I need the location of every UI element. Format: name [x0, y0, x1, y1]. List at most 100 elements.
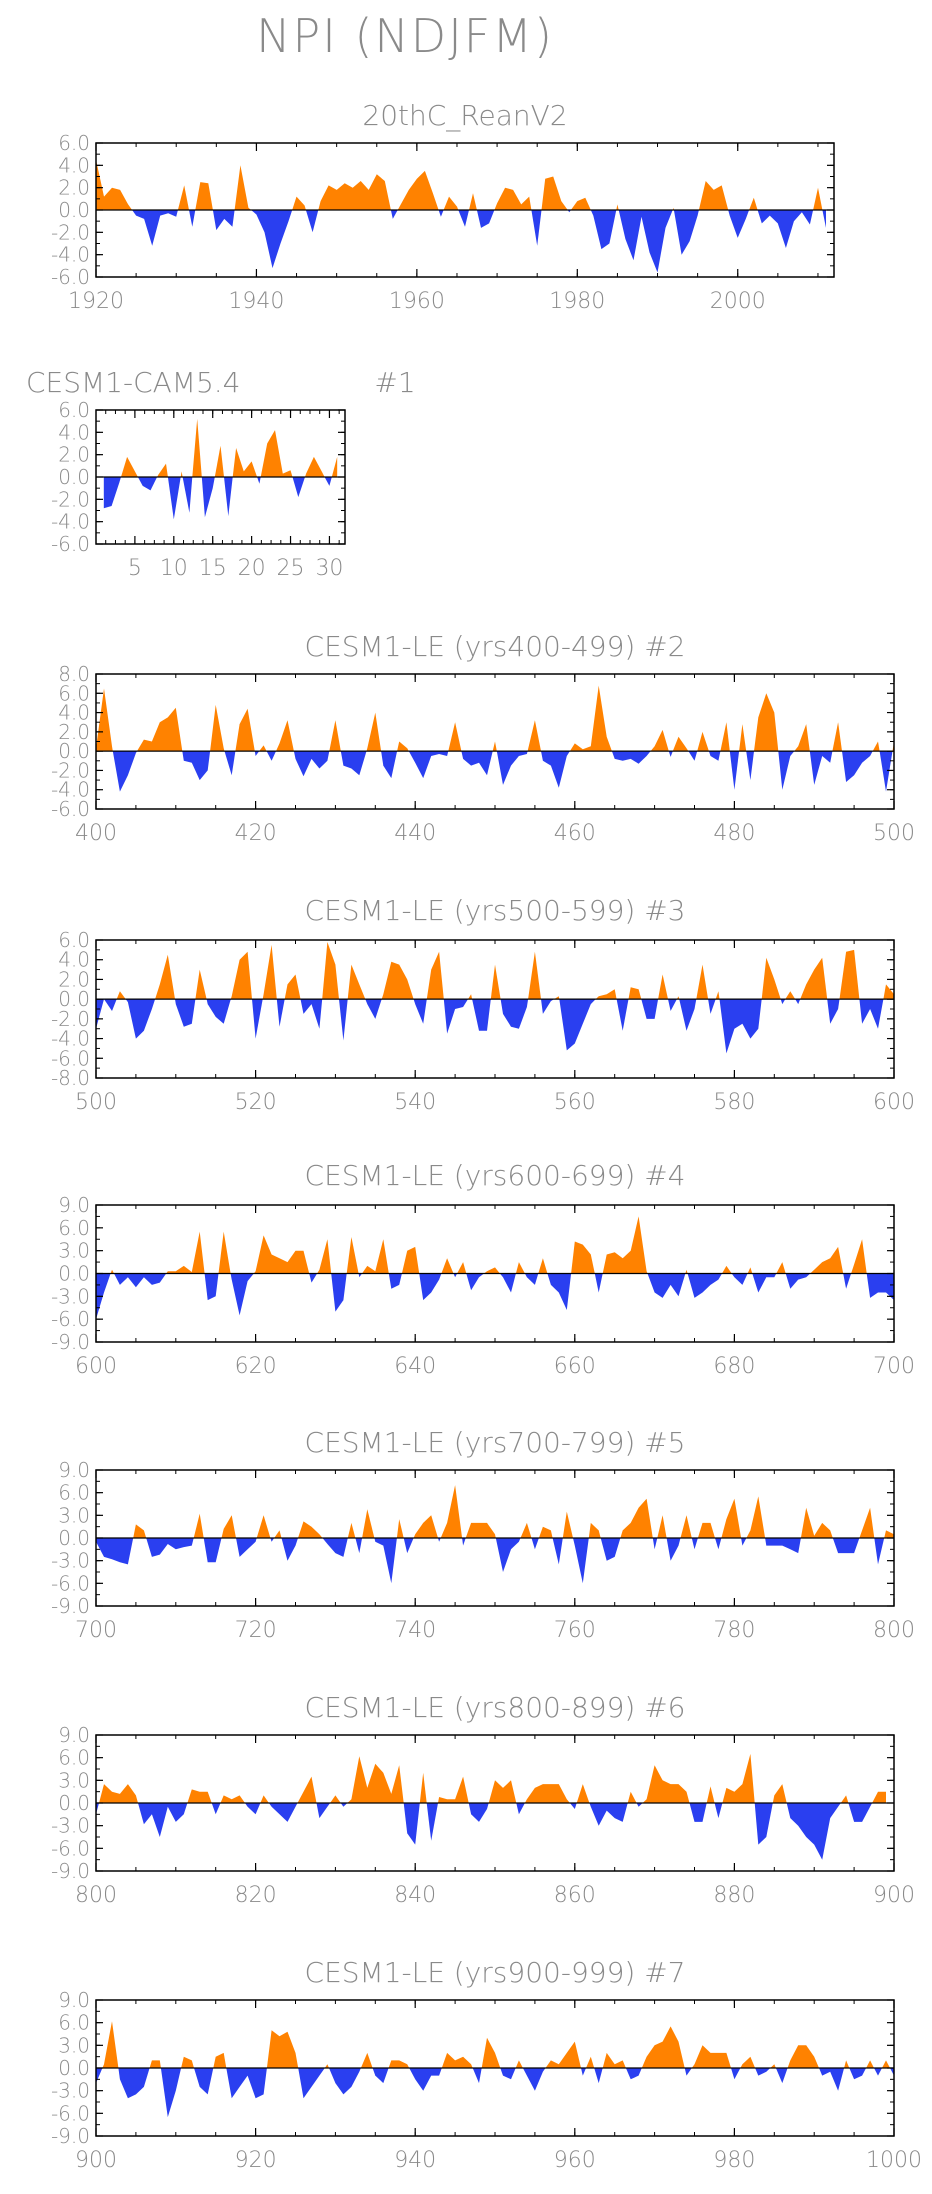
positive-area-2	[177, 185, 189, 210]
x-tick-label: 460	[554, 821, 596, 846]
positive-area-16	[397, 741, 409, 752]
negative-area-16	[339, 999, 348, 1041]
positive-area-19	[457, 1262, 467, 1274]
positive-area-3	[193, 1513, 204, 1538]
y-tick-label: 0.0	[58, 1262, 90, 1286]
y-tick-label: 2.0	[58, 720, 90, 744]
chart-title: CESM1-LE (yrs900-999) #7	[305, 1956, 686, 1989]
x-tick-label: 760	[554, 1618, 596, 1643]
x-tick-label: 980	[713, 2148, 755, 2173]
x-tick-label: 10	[160, 556, 188, 581]
x-tick-label: 25	[277, 556, 305, 581]
y-tick-label: -9.0	[51, 2124, 90, 2148]
x-tick-label: 1000	[866, 2148, 922, 2173]
positive-area-20	[541, 176, 568, 210]
negative-area-14	[403, 1803, 420, 1845]
positive-area-16	[469, 193, 477, 210]
negative-area-18	[468, 1803, 489, 1822]
negative-area-0	[96, 999, 104, 1029]
y-tick-label: 4.0	[58, 701, 90, 725]
x-tick-label: 500	[75, 1090, 117, 1115]
negative-area-18	[453, 1273, 458, 1278]
positive-area-27	[642, 1765, 690, 1803]
negative-area-12	[340, 1803, 348, 1807]
x-tick-label: 840	[394, 1883, 436, 1908]
y-tick-label: -3.0	[51, 2079, 90, 2103]
negative-area-4	[204, 1273, 219, 1301]
x-tick-label: 720	[235, 1618, 277, 1643]
positive-area-9	[230, 951, 252, 1000]
negative-area-42	[719, 999, 762, 1054]
y-tick-label: 4.0	[58, 153, 90, 177]
y-tick-label: 6.0	[58, 1216, 90, 1240]
y-tick-label: -9.0	[51, 1859, 90, 1883]
positive-area-7	[213, 2052, 227, 2068]
y-tick-label: -6.0	[51, 1571, 90, 1595]
positive-area-35	[657, 1515, 667, 1538]
y-tick-label: -6.0	[51, 265, 90, 289]
positive-area-27	[571, 1241, 595, 1274]
negative-area-23	[590, 210, 617, 250]
negative-area-42	[741, 1538, 747, 1546]
positive-area-41	[715, 991, 720, 1000]
positive-area-11	[346, 1237, 359, 1274]
y-tick-label: 0.0	[58, 1526, 90, 1550]
positive-area-17	[396, 1519, 404, 1538]
positive-area-4	[210, 704, 225, 752]
negative-area-33	[822, 210, 826, 228]
positive-area-5	[218, 1231, 231, 1274]
negative-area-19	[461, 751, 493, 776]
chart-panel-2: CESM1-CAM5.4 #16.04.02.00.0-2.0-4.0-6.05 1…	[26, 366, 416, 581]
x-tick-label: 15	[199, 556, 227, 581]
negative-area-14	[372, 2068, 389, 2084]
positive-area-18	[494, 187, 532, 210]
positive-area-7	[195, 969, 207, 1000]
chart-panel-1: 20thC_ReanV2 6.04.02.00.0-2.0-4.0-6.01920…	[51, 99, 835, 314]
negative-area-16	[409, 2068, 442, 2091]
positive-area-9	[266, 2030, 299, 2068]
negative-area-38	[819, 2068, 845, 2091]
positive-area-21	[484, 1267, 500, 1274]
y-tick-label: -4.0	[51, 1027, 90, 1051]
negative-area-32	[731, 2068, 741, 2080]
positive-area-32	[813, 187, 823, 210]
x-tick-label: 700	[873, 1354, 915, 1379]
positive-area-45	[785, 991, 796, 1000]
negative-area-2	[146, 1538, 194, 1557]
positive-area-37	[680, 1515, 692, 1538]
negative-area-40	[708, 999, 716, 1014]
chart-title: CESM1-LE (yrs400-499) #2	[305, 630, 686, 663]
negative-area-28	[689, 1803, 707, 1822]
positive-area-10	[276, 720, 294, 752]
negative-area-0	[96, 2068, 103, 2084]
negative-area-24	[581, 2068, 586, 2076]
positive-area-3	[166, 1231, 205, 1274]
y-tick-label: 0.0	[58, 465, 90, 489]
positive-area-5	[180, 471, 183, 477]
y-tick-label: -6.0	[51, 1307, 90, 1331]
negative-area-6	[175, 999, 196, 1027]
positive-area-25	[538, 1258, 548, 1274]
negative-area-40	[849, 2068, 867, 2080]
negative-area-14	[388, 1273, 402, 1289]
negative-area-8	[309, 1273, 318, 1283]
positive-area-29	[602, 1216, 648, 1274]
positive-area-39	[810, 1246, 844, 1274]
negative-area-24	[589, 1803, 628, 1826]
negative-area-48	[874, 1538, 885, 1565]
negative-area-28	[625, 2068, 642, 2080]
negative-area-44	[780, 999, 786, 1005]
negative-area-20	[413, 999, 427, 1024]
negative-area-6	[230, 1273, 254, 1316]
positive-area-37	[676, 996, 680, 1000]
positive-area-1	[110, 1269, 114, 1274]
positive-area-1	[121, 456, 138, 477]
y-tick-label: 6.0	[58, 928, 90, 952]
positive-area-29	[562, 1511, 573, 1538]
positive-area-0	[96, 688, 113, 752]
negative-area-20	[438, 1538, 441, 1542]
y-tick-label: -6.0	[51, 1836, 90, 1860]
negative-area-24	[472, 999, 491, 1031]
negative-area-35	[746, 751, 754, 781]
